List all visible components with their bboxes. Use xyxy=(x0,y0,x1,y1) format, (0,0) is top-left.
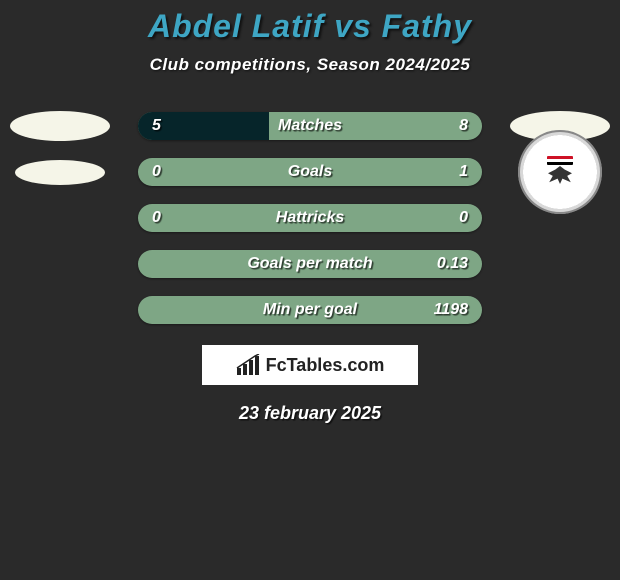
stat-value-right: 1 xyxy=(459,163,468,181)
left-badge-slot xyxy=(0,160,120,185)
stat-bar: 0 Goals 1 xyxy=(138,158,482,186)
watermark-text: FcTables.com xyxy=(266,355,385,376)
stat-label: Min per goal xyxy=(263,301,357,319)
stat-value-right: 8 xyxy=(459,117,468,135)
stat-bar: 5 Matches 8 xyxy=(138,112,482,140)
stat-label: Matches xyxy=(278,117,342,135)
stat-label: Hattricks xyxy=(276,209,344,227)
bars-icon xyxy=(236,354,260,376)
comparison-infographic: Abdel Latif vs Fathy Club competitions, … xyxy=(0,0,620,580)
stat-row: Goals per match 0.13 xyxy=(0,241,620,287)
stat-value-right: 1198 xyxy=(434,301,468,319)
stat-value-left: 0 xyxy=(152,209,161,227)
stat-value-left: 5 xyxy=(152,117,161,135)
subtitle: Club competitions, Season 2024/2025 xyxy=(0,55,620,75)
date-text: 23 february 2025 xyxy=(0,403,620,424)
stat-bar: 0 Hattricks 0 xyxy=(138,204,482,232)
stat-bar: Goals per match 0.13 xyxy=(138,250,482,278)
stat-row: Min per goal 1198 xyxy=(0,287,620,333)
stat-bar: Min per goal 1198 xyxy=(138,296,482,324)
stat-label: Goals xyxy=(288,163,332,181)
team-badge-left xyxy=(15,160,105,185)
team-badge-left xyxy=(10,111,110,141)
stat-row: 0 Goals 1 xyxy=(0,149,620,195)
watermark-badge: FcTables.com xyxy=(202,345,418,385)
stat-value-right: 0.13 xyxy=(437,255,468,273)
stat-rows: 5 Matches 8 0 Goals 1 0 Hattricks 0 Goals per mat… xyxy=(0,103,620,333)
stat-value-left: 0 xyxy=(152,163,161,181)
stat-value-right: 0 xyxy=(459,209,468,227)
stat-row: 0 Hattricks 0 xyxy=(0,195,620,241)
left-badge-slot xyxy=(0,111,120,141)
stat-label: Goals per match xyxy=(247,255,372,273)
page-title: Abdel Latif vs Fathy xyxy=(0,8,620,45)
